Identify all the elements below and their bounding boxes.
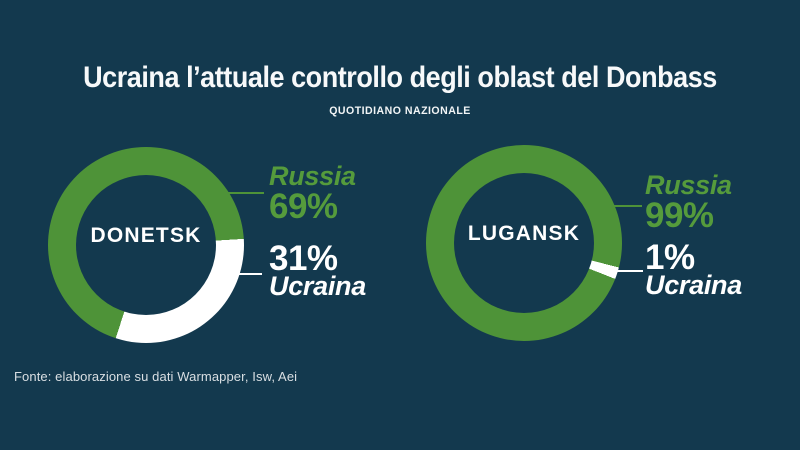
lugansk-russia-label: Russia bbox=[645, 170, 732, 200]
lugansk-ucraina-leader-line bbox=[610, 270, 643, 272]
source-note: Fonte: elaborazione su dati Warmapper, I… bbox=[14, 369, 298, 384]
donetsk-donut-chart: DONETSK bbox=[48, 147, 244, 343]
donetsk-ucraina-percent: 31% bbox=[269, 239, 338, 278]
infographic-title: Ucraina l’attuale controllo degli oblast… bbox=[83, 61, 717, 94]
lugansk-center-label: LUGANSK bbox=[467, 222, 581, 245]
lugansk-ucraina-label: Ucraina bbox=[645, 270, 742, 300]
lugansk-russia-percent: 99% bbox=[645, 196, 714, 235]
lugansk-russia-leader-line bbox=[604, 205, 642, 207]
donetsk-center-label: DONETSK bbox=[90, 224, 202, 247]
infographic-subtitle: QUOTIDIANO NAZIONALE bbox=[329, 105, 471, 117]
donetsk-ucraina-label: Ucraina bbox=[269, 271, 366, 301]
donetsk-russia-leader-line bbox=[224, 192, 264, 194]
donetsk-russia-label: Russia bbox=[269, 161, 356, 191]
lugansk-donut-chart: LUGANSK bbox=[426, 145, 622, 341]
donut-hole bbox=[454, 173, 594, 313]
donetsk-russia-percent: 69% bbox=[269, 187, 338, 226]
lugansk-ucraina-percent: 1% bbox=[645, 238, 695, 277]
donetsk-ucraina-leader-line bbox=[230, 273, 262, 275]
donut-hole bbox=[76, 175, 216, 315]
